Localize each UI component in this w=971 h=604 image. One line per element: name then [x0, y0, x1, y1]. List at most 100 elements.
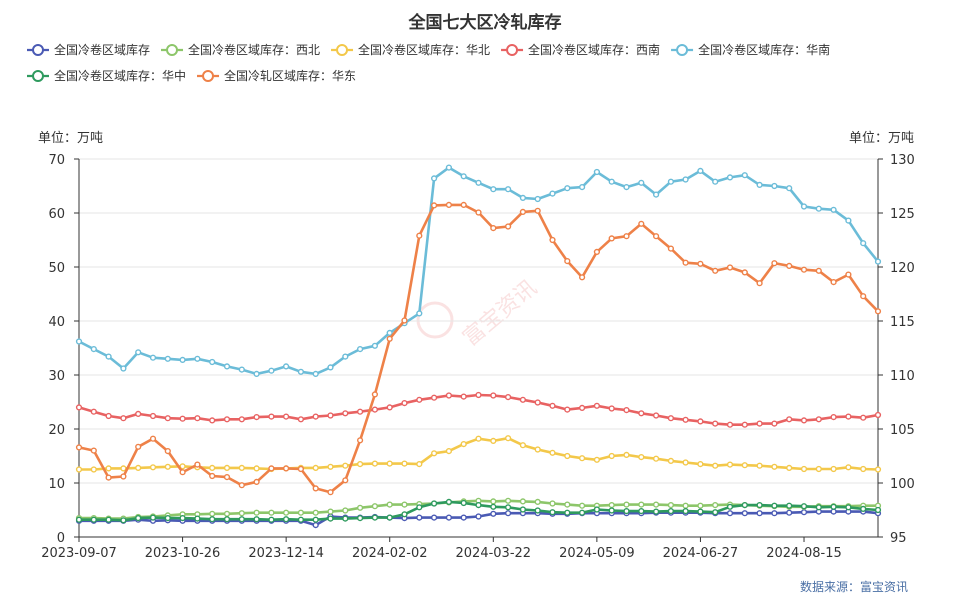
data-point [830, 279, 837, 286]
series-7 [75, 201, 882, 496]
data-point [860, 465, 867, 473]
data-point [297, 416, 305, 423]
data-point [608, 507, 615, 514]
data-point [149, 412, 157, 420]
data-point [756, 502, 763, 509]
data-point [386, 501, 393, 508]
data-point [845, 217, 852, 224]
x-tick-label: 2024-05-09 [559, 546, 635, 561]
data-point [623, 508, 630, 515]
data-point [371, 460, 379, 467]
data-point [756, 510, 763, 517]
legend-swatch-marker [202, 70, 215, 82]
data-point [490, 225, 497, 232]
data-point [652, 412, 660, 419]
data-point [815, 465, 822, 473]
data-point [490, 392, 497, 399]
right-axis-unit: 单位：万吨 [849, 131, 914, 146]
data-point [431, 500, 438, 507]
data-point [845, 413, 852, 420]
data-point [90, 346, 97, 353]
data-point [800, 203, 808, 210]
data-point [741, 462, 748, 469]
data-point [771, 463, 778, 470]
data-point [75, 404, 83, 411]
legend-item[interactable]: 全国冷卷区域库存 [27, 42, 150, 57]
x-tick-label: 2023-09-07 [41, 546, 117, 561]
axes: 0 10 20 30 40 50 60 70 95 100 105 110 115 120 125 130 20… [41, 153, 915, 561]
legend-label: 全国冷卷区域库存：华北 [358, 42, 490, 57]
legend-item[interactable]: 全国冷卷区域库存：华北 [331, 42, 490, 57]
data-point [445, 514, 453, 521]
data-point [490, 498, 497, 505]
data-point [209, 417, 216, 424]
data-point [416, 310, 423, 317]
data-point [342, 477, 349, 484]
data-point [268, 367, 275, 374]
data-point [386, 460, 393, 467]
data-point [283, 516, 290, 523]
data-point [209, 472, 216, 480]
legend-item[interactable]: 全国冷卷区域库存：西南 [501, 42, 660, 57]
data-point [460, 173, 467, 180]
data-point [490, 186, 497, 193]
data-point [401, 511, 408, 518]
data-point [120, 465, 127, 472]
series-line [77, 203, 880, 494]
data-point [608, 178, 615, 185]
data-point [312, 370, 319, 378]
data-point [475, 179, 482, 186]
legend-item[interactable]: 全国冷卷区域库存：华中 [27, 68, 186, 83]
data-point [505, 504, 512, 511]
data-point [357, 504, 364, 511]
data-point [593, 168, 601, 176]
data-point [682, 416, 689, 423]
data-point [623, 407, 630, 414]
y-right-tick-label: 110 [890, 369, 915, 384]
legend-item[interactable]: 全国冷轧区域库存：华东 [197, 68, 356, 83]
data-point [578, 184, 586, 191]
legend-item[interactable]: 全国冷卷区域库存：华南 [671, 42, 830, 57]
data-point [697, 461, 704, 468]
data-point [223, 464, 231, 472]
data-point [90, 408, 97, 415]
data-point [815, 504, 822, 511]
data-point [578, 509, 586, 516]
data-point [519, 194, 527, 202]
data-point [593, 456, 601, 463]
data-point [135, 514, 142, 522]
data-point [253, 414, 260, 421]
data-point [268, 413, 275, 420]
data-point [223, 510, 231, 517]
data-point [771, 502, 778, 509]
data-point [712, 420, 719, 427]
data-point [712, 509, 719, 516]
data-point [253, 516, 260, 523]
data-point [564, 258, 571, 265]
data-point [786, 509, 793, 516]
legend-item[interactable]: 全国冷卷区域库存：西北 [161, 42, 320, 57]
data-point [830, 206, 837, 213]
data-point [623, 233, 630, 240]
data-point [534, 507, 541, 514]
data-point [682, 176, 689, 183]
x-tick-label: 2024-06-27 [663, 546, 739, 561]
data-point [638, 454, 645, 461]
data-point [726, 421, 734, 428]
data-point [342, 353, 349, 360]
data-point [253, 509, 260, 516]
data-point [371, 391, 379, 398]
data-point [638, 410, 645, 417]
data-point [342, 515, 349, 522]
data-point [771, 260, 778, 267]
data-point [786, 185, 793, 192]
data-point [549, 190, 556, 197]
data-point [460, 514, 467, 521]
data-point [416, 504, 423, 511]
data-point [445, 392, 453, 399]
data-point [268, 516, 275, 523]
data-point [209, 516, 216, 523]
data-point [475, 209, 482, 216]
data-point [401, 460, 408, 467]
series-6 [75, 498, 882, 524]
